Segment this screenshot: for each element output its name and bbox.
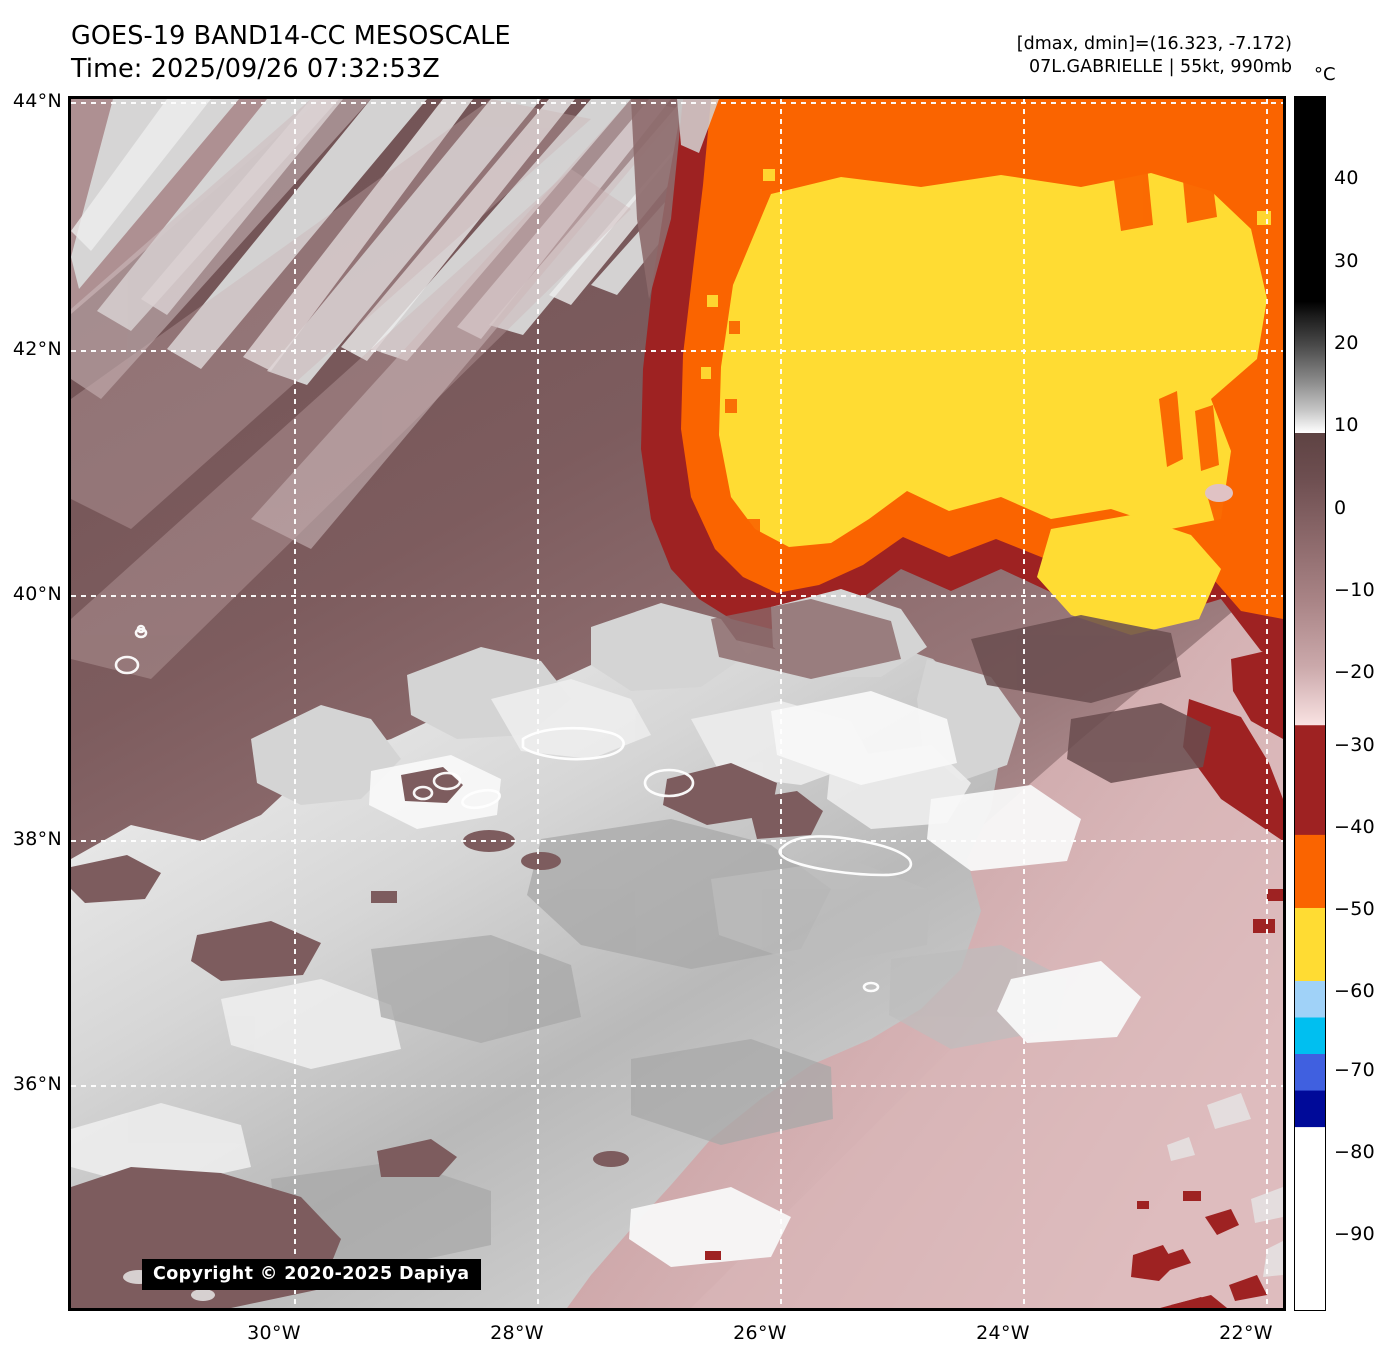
colorbar-label-30: 30: [1334, 250, 1359, 272]
gridline-lon-24w: [1023, 99, 1025, 1308]
colorbar-label-m10: −10: [1334, 579, 1375, 601]
colorbar-unit-label: °C: [1314, 64, 1336, 85]
page-title: GOES-19 BAND14-CC MESOSCALE Time: 2025/0…: [71, 20, 511, 86]
gridline-lat-38n: [71, 840, 1283, 842]
satellite-image-canvas: Copyright © 2020-2025 Dapiya: [71, 99, 1283, 1308]
colorbar-label-20: 20: [1334, 332, 1359, 354]
colorbar-label-m90: −90: [1334, 1223, 1375, 1245]
gridline-lon-28w: [537, 99, 539, 1308]
ytick-label-42n: 42°N: [12, 338, 62, 360]
gridline-lat-44n: [71, 102, 1283, 104]
colorbar-label-m60: −60: [1334, 980, 1375, 1002]
colorbar-label-m50: −50: [1334, 898, 1375, 920]
annotation-block: [dmax, dmin]=(16.323, -7.172) 07L.GABRIE…: [1017, 33, 1292, 79]
ytick-label-36n: 36°N: [12, 1073, 62, 1095]
gridline-lat-42n: [71, 350, 1283, 352]
title-satellite-band: GOES-19 BAND14-CC MESOSCALE: [71, 21, 511, 51]
colorbar-gradient: [1295, 97, 1325, 1310]
ytick-label-44n: 44°N: [12, 90, 62, 112]
gridline-lat-40n: [71, 595, 1283, 597]
annotation-storm-info: 07L.GABRIELLE | 55kt, 990mb: [1028, 57, 1292, 78]
island-coastline-outlines: [114, 624, 913, 993]
colorbar-label-40: 40: [1334, 167, 1359, 189]
gridline-lon-22w: [1266, 99, 1268, 1308]
title-timestamp: Time: 2025/09/26 07:32:53Z: [71, 54, 440, 85]
xtick-label-30w: 30°W: [247, 1322, 301, 1344]
xtick-label-26w: 26°W: [733, 1322, 787, 1344]
satellite-infrared-raster: [71, 99, 1283, 1308]
colorbar-label-m40: −40: [1334, 816, 1375, 838]
colorbar-label-m30: −30: [1334, 734, 1375, 756]
gridline-lat-36n: [71, 1085, 1283, 1087]
colorbar[interactable]: [1294, 96, 1326, 1311]
colorbar-label-m70: −70: [1334, 1059, 1375, 1081]
ytick-label-38n: 38°N: [12, 828, 62, 850]
gridline-lon-30w: [294, 99, 296, 1308]
xtick-label-28w: 28°W: [490, 1322, 544, 1344]
satellite-image-plot[interactable]: Copyright © 2020-2025 Dapiya: [68, 96, 1286, 1311]
xtick-label-24w: 24°W: [976, 1322, 1030, 1344]
colorbar-label-m20: −20: [1334, 661, 1375, 683]
gridline-lon-26w: [780, 99, 782, 1308]
annotation-dmax-dmin: [dmax, dmin]=(16.323, -7.172): [1016, 34, 1292, 54]
colorbar-label-m80: −80: [1334, 1141, 1375, 1163]
ytick-label-40n: 40°N: [12, 583, 62, 605]
colorbar-label-10: 10: [1334, 414, 1359, 436]
copyright-watermark: Copyright © 2020-2025 Dapiya: [142, 1259, 481, 1290]
xtick-label-22w: 22°W: [1219, 1322, 1273, 1344]
colorbar-label-0: 0: [1334, 497, 1347, 519]
